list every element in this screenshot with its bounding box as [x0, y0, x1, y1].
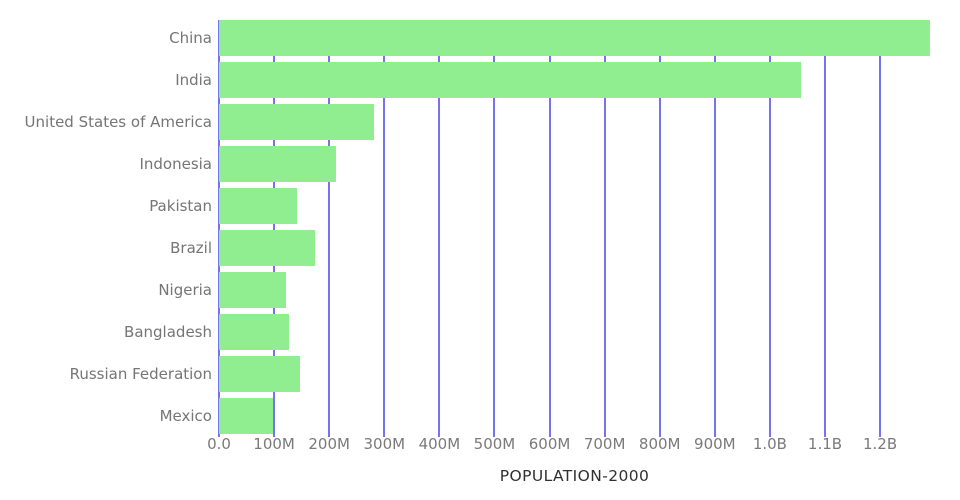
gridline-700m	[603, 20, 606, 437]
category-label-united-states-of-america: United States of America	[24, 113, 212, 131]
x-tick-label: 300M	[363, 435, 406, 453]
bar-bangladesh	[219, 314, 290, 350]
x-tick-label: 500M	[473, 435, 516, 453]
gridline-300m	[383, 20, 386, 437]
gridline-1-0b	[768, 20, 771, 437]
gridline-100m	[273, 20, 276, 437]
category-label-brazil: Brazil	[170, 239, 212, 257]
bar-china	[219, 20, 930, 56]
gridline-200m	[328, 20, 331, 437]
x-tick-label: 1.2B	[863, 435, 898, 453]
x-tick-label: 1.0B	[752, 435, 787, 453]
x-tick-label: 0.0	[207, 435, 231, 453]
category-label-bangladesh: Bangladesh	[124, 323, 212, 341]
bar-brazil	[219, 230, 316, 266]
bar-india	[219, 62, 802, 98]
category-label-china: China	[169, 29, 212, 47]
bar-russian-federation	[219, 356, 300, 392]
gridline-800m	[658, 20, 661, 437]
gridline-400m	[438, 20, 441, 437]
category-label-russian-federation: Russian Federation	[69, 365, 212, 383]
x-tick-label: 400M	[418, 435, 461, 453]
category-label-mexico: Mexico	[159, 407, 212, 425]
x-tick-label: 800M	[638, 435, 681, 453]
gridline-1-1b	[823, 20, 826, 437]
gridline-600m	[548, 20, 551, 437]
x-tick-label: 100M	[253, 435, 295, 453]
x-tick-label: 700M	[583, 435, 626, 453]
gridline-1-2b	[879, 20, 882, 437]
category-label-pakistan: Pakistan	[149, 197, 212, 215]
gridline-900m	[713, 20, 716, 437]
gridline-0-0	[218, 20, 220, 437]
bar-pakistan	[219, 188, 298, 224]
x-tick-label: 200M	[308, 435, 350, 453]
gridline-500m	[493, 20, 496, 437]
x-tick-label: 600M	[528, 435, 571, 453]
category-label-india: India	[175, 71, 212, 89]
bar-indonesia	[219, 146, 336, 182]
x-tick-label: 900M	[694, 435, 736, 453]
bar-nigeria	[219, 272, 287, 308]
chart-title: POPULATION-2000	[499, 467, 650, 485]
category-label-nigeria: Nigeria	[158, 281, 212, 299]
category-label-indonesia: Indonesia	[139, 155, 212, 173]
bar-mexico	[219, 398, 274, 434]
bar-united-states-of-america	[219, 104, 375, 140]
x-tick-label: 1.1B	[807, 435, 843, 453]
